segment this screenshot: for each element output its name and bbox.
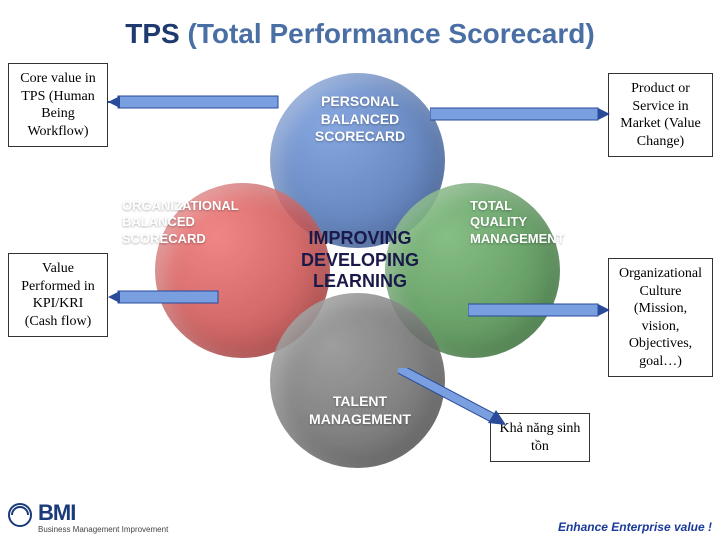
arrow-bottomright	[468, 296, 610, 326]
arrow-center-to-bottom	[398, 368, 508, 428]
callout-core-value: Core value in TPS (Human Being Workflow)	[8, 63, 108, 147]
footer: BMI Business Management Improvement Enha…	[8, 500, 712, 534]
venn-diagram: PERSONALBALANCEDSCORECARD ORGANIZATIONAL…	[0, 58, 720, 488]
callout-product-service: Product or Service in Market (Value Chan…	[608, 73, 713, 157]
logo-text: BMI	[38, 500, 168, 526]
page-title: TPS (Total Performance Scorecard)	[0, 0, 720, 58]
center-label: IMPROVINGDEVELOPINGLEARNING	[295, 228, 425, 293]
callout-value-performed: Value Performed in KPI/KRI (Cash flow)	[8, 253, 108, 337]
logo-icon	[8, 503, 32, 532]
logo: BMI Business Management Improvement	[8, 500, 168, 534]
callout-org-culture: Organizational Culture (Mission, vision,…	[608, 258, 713, 377]
label-tqm: TOTALQUALITYMANAGEMENT	[470, 198, 600, 247]
arrow-topleft	[108, 88, 288, 118]
label-organizational: ORGANIZATIONALBALANCEDSCORECARD	[122, 198, 272, 247]
title-full: (Total Performance Scorecard)	[188, 18, 595, 49]
label-personal: PERSONALBALANCEDSCORECARD	[300, 93, 420, 146]
tagline: Enhance Enterprise value !	[558, 520, 712, 534]
logo-subtitle: Business Management Improvement	[38, 526, 168, 534]
arrow-topright	[430, 100, 610, 130]
title-abbrev: TPS	[125, 18, 179, 49]
arrow-bottomleft	[108, 283, 228, 313]
